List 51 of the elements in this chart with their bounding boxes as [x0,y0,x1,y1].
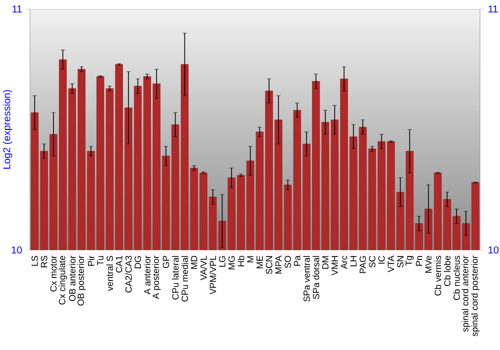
x-tick-label: IC [378,256,385,264]
x-tick-label: VTA [388,255,394,272]
x-tick-label: DM [322,256,328,269]
x-tick-label: SPa ventral [303,256,310,302]
x-tick-label: Tg [406,256,414,266]
x-tick-label: CA1 [116,256,122,273]
x-tick-label: RS [40,256,48,268]
x-tick-label: SPa dorsal [312,256,320,300]
x-tick-label: MVe [425,256,432,273]
x-tick-label: OB posterior [77,256,86,306]
x-tick-label: MD [190,256,198,269]
x-tick-label: SCN [266,256,272,274]
x-tick-label: VA/VL [200,256,207,280]
x-tick-label: A posterior [152,256,161,299]
x-tick-label: SO [284,256,292,268]
x-tick-label: ventral S [106,256,114,291]
x-tick-label: CPu lateral [172,256,179,300]
x-tick-label: CPu medial [181,256,188,302]
x-tick-label: VPM/VPL [210,256,216,294]
x-tick-label: MG [228,256,235,270]
x-tick-label: Cb nucleus [453,256,460,300]
x-tick-label: MPA [275,255,282,274]
y-axis-title: Log2 (expression) [2,90,12,169]
x-tick-label: Hb [238,256,244,266]
x-tick-label: Pir [88,256,94,266]
x-tick-label: VMH [332,256,338,276]
x-tick-label: LH [350,256,357,266]
x-tick-label: Arc [340,256,348,269]
y2-tick-label: 10 [488,246,499,254]
x-tick-label: Cx cingulate [58,256,68,305]
x-tick-label: DG [134,256,142,268]
x-tick-label: ME [256,256,263,268]
x-tick-label: GP [162,256,170,268]
x-tick-label: Pa [294,255,300,266]
x-tick-label: M [247,256,254,262]
y2-tick-label: 11 [488,6,498,12]
x-tick-label: Pn [416,256,422,266]
x-tick-label: PAG [360,256,366,274]
x-tick-label: spinal cord anterior [462,256,470,332]
x-tick-label: Cx motor [50,256,57,292]
x-tick-label: SC [369,256,376,268]
x-tick-label: Cb vermis [434,256,442,296]
x-tick-label: OB anterior [68,256,76,302]
x-tick-label: SN [397,256,404,268]
x-tick-label: CA2/CA3 [125,256,132,293]
x-tick-label: A anterior [144,256,151,294]
x-tick-label: Cb lobe [444,256,450,286]
x-tick-label: LS [32,256,38,266]
x-tick-label: LG [219,256,226,267]
x-tick-label: Tu [97,256,104,266]
x-tick-label: spinal cord posterior [471,256,480,336]
